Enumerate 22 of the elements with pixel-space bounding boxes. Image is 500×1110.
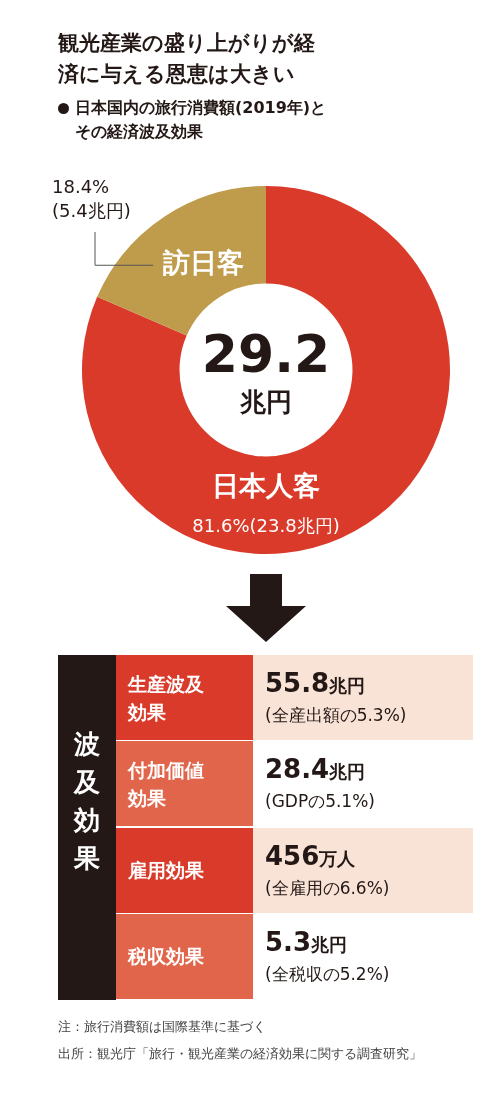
text: 28.4兆円 [265,754,366,785]
text: (全税収の5.2%) [265,962,391,986]
text: 55.8兆円 [265,668,366,698]
text: 注：旅行消費額は国際基準に基づく [58,1018,267,1036]
text: 出所：観光庁「旅行・観光産業の経済効果に関する調査研究」 [58,1045,423,1063]
data-label: 18.4% (5.4兆円) [52,175,131,221]
data-label: 81.6%(23.8兆円) [192,515,340,537]
chart-title: 観光産業の盛り上がりが経済に与える恩恵は大きい [58,30,316,88]
text: 付加価値効果 [128,757,205,811]
slice-label: 日本人客 [212,469,320,501]
text: 生産波及効果 [128,671,205,725]
text: 5.3兆円 [265,926,348,957]
text: (全雇用の6.6%) [265,876,391,900]
text: 雇用効果 [128,858,205,883]
text: 税収効果 [128,944,205,970]
text: 456万人 [265,840,356,871]
text: 波及効果 [74,728,101,875]
slice-label: 訪日客 [161,247,244,279]
text: (GDPの5.1%) [265,790,376,814]
chart-subtitle: 日本国内の旅行消費額(2019年)とその経済波及効果 [75,98,327,141]
text: 29.2 兆円 [201,323,331,417]
text: (全産出額の5.3%) [265,704,408,727]
